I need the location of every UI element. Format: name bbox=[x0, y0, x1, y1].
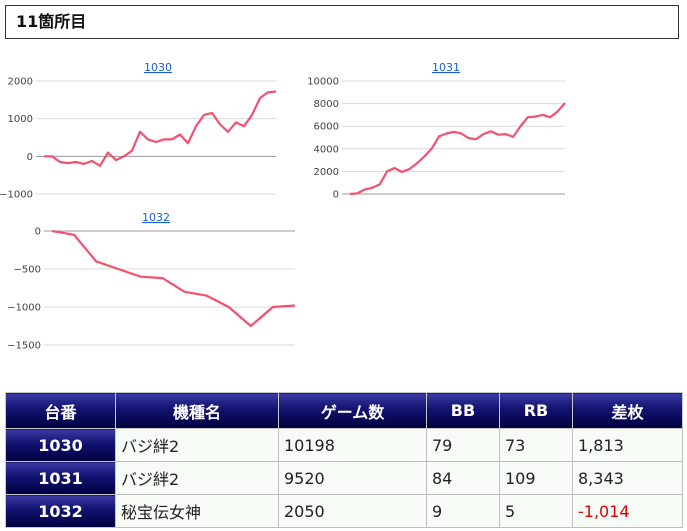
header-machine-number: 台番 bbox=[5, 392, 116, 429]
table-row: 1031 バジ絆2 9520 84 109 8,343 bbox=[5, 461, 683, 495]
chart-title-link[interactable]: 1030 bbox=[144, 61, 172, 74]
model-name: 秘宝伝女神 bbox=[115, 494, 279, 528]
section-title: 11箇所目 bbox=[5, 5, 679, 39]
y-tick-label: 8000 bbox=[314, 99, 339, 110]
y-tick-label: −1000 bbox=[7, 303, 41, 314]
table-header-row: 台番 機種名 ゲーム数 BB RB 差枚 bbox=[5, 392, 683, 429]
bb-count: 79 bbox=[426, 428, 500, 462]
model-name: バジ絆2 bbox=[115, 461, 279, 495]
machine-number: 1031 bbox=[5, 461, 116, 495]
y-tick-label: −1000 bbox=[0, 190, 33, 201]
chart-title-link[interactable]: 1032 bbox=[142, 211, 170, 224]
game-count: 10198 bbox=[278, 428, 427, 462]
y-tick-label: 4000 bbox=[314, 144, 339, 155]
results-table: 台番 機種名 ゲーム数 BB RB 差枚 1030 バジ絆2 10198 79 … bbox=[5, 392, 683, 528]
y-tick-label: −1500 bbox=[7, 341, 41, 352]
header-model-name: 機種名 bbox=[115, 392, 279, 429]
series-line bbox=[44, 90, 277, 167]
y-tick-label: 0 bbox=[333, 190, 339, 201]
header-rb: RB bbox=[499, 392, 573, 429]
bb-count: 9 bbox=[426, 494, 500, 528]
header-diff: 差枚 bbox=[572, 392, 683, 429]
diff-value: 1,813 bbox=[572, 428, 683, 462]
machine-number: 1030 bbox=[5, 428, 116, 462]
y-tick-label: 2000 bbox=[314, 167, 339, 178]
header-bb: BB bbox=[426, 392, 500, 429]
series-line bbox=[51, 229, 296, 328]
machine-number: 1032 bbox=[5, 494, 116, 528]
chart-1031: 1031 0 2000 4000 6000 8000 10000 bbox=[307, 61, 566, 201]
y-tick-label: 10000 bbox=[307, 77, 339, 88]
table-row: 1032 秘宝伝女神 2050 9 5 -1,014 bbox=[5, 494, 683, 528]
y-tick-label: 0 bbox=[27, 152, 33, 163]
game-count: 9520 bbox=[278, 461, 427, 495]
game-count: 2050 bbox=[278, 494, 427, 528]
series-line bbox=[349, 102, 566, 196]
rb-count: 5 bbox=[499, 494, 573, 528]
chart-1032: 1032 −1500 −1000 −500 0 bbox=[7, 211, 296, 352]
y-tick-label: −500 bbox=[14, 265, 41, 276]
y-tick-label: 0 bbox=[35, 227, 41, 238]
y-tick-label: 6000 bbox=[314, 122, 339, 133]
rb-count: 73 bbox=[499, 428, 573, 462]
rb-count: 109 bbox=[499, 461, 573, 495]
diff-value: -1,014 bbox=[572, 494, 683, 528]
y-tick-label: 2000 bbox=[8, 77, 33, 88]
chart-1030: 1030 −1000 0 1000 2000 bbox=[0, 61, 277, 201]
diff-value: 8,343 bbox=[572, 461, 683, 495]
header-game-count: ゲーム数 bbox=[278, 392, 427, 429]
table-row: 1030 バジ絆2 10198 79 73 1,813 bbox=[5, 428, 683, 462]
y-tick-label: 1000 bbox=[8, 114, 33, 125]
model-name: バジ絆2 bbox=[115, 428, 279, 462]
bb-count: 84 bbox=[426, 461, 500, 495]
chart-title-link[interactable]: 1031 bbox=[432, 61, 460, 74]
